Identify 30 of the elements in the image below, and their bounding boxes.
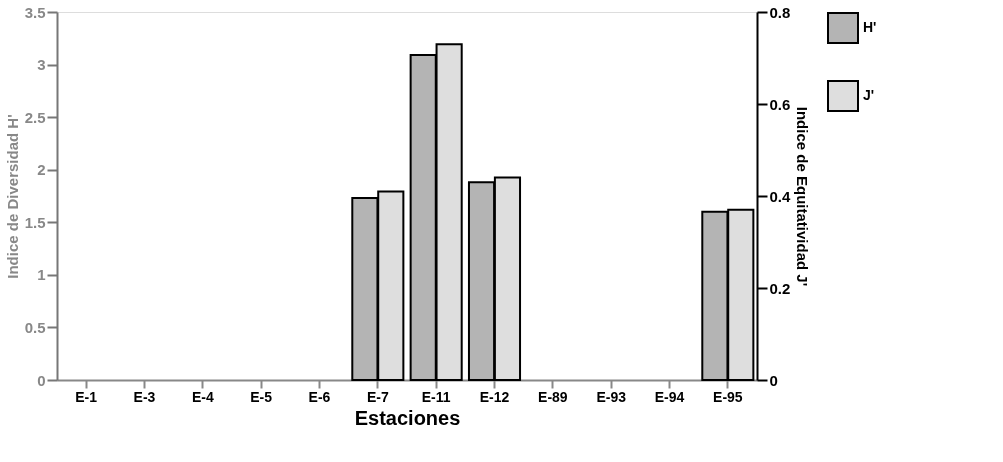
y2-axis-title: Indice de Equitatividad J' [794, 106, 812, 287]
x-tick-label: E-1 [75, 388, 98, 405]
y-tick-label: 0.5 [24, 318, 46, 336]
x-tick-label: E-4 [191, 388, 214, 405]
x-tick-label: E-6 [308, 388, 331, 405]
y-axis-title: Indice de Diversidad H' [3, 114, 21, 279]
y-tick-label: 1 [37, 266, 46, 284]
y-tick-label: 0 [37, 371, 46, 389]
x-tick-label: E-7 [366, 388, 389, 405]
y-tick-label: 2 [37, 161, 46, 179]
x-tick-label: E-95 [713, 388, 743, 405]
x-tick-label: E-93 [596, 388, 627, 405]
y2-tick-label: 0.6 [769, 95, 791, 113]
y2-tick-label: 0.4 [769, 187, 792, 205]
x-tick-label: E-11 [421, 388, 451, 405]
legend-label: H' [863, 19, 877, 35]
y2-tick-label: 0.2 [769, 279, 791, 297]
x-tick-label: E-12 [479, 388, 510, 405]
legend-label: J' [863, 87, 875, 103]
y2-tick-label: 0.8 [769, 3, 791, 21]
y-tick-label: 2.5 [24, 108, 46, 126]
x-tick-label: E-3 [133, 388, 156, 405]
x-axis-title: Estaciones [354, 406, 461, 429]
y-tick-label: 1.5 [24, 213, 46, 231]
x-tick-label: E-89 [538, 388, 568, 405]
y2-tick-label: 0 [769, 371, 778, 389]
y-tick-label: 3 [37, 56, 46, 74]
x-tick-label: E-94 [654, 388, 685, 405]
y-tick-label: 3.5 [24, 3, 46, 21]
x-tick-label: E-5 [250, 388, 273, 405]
